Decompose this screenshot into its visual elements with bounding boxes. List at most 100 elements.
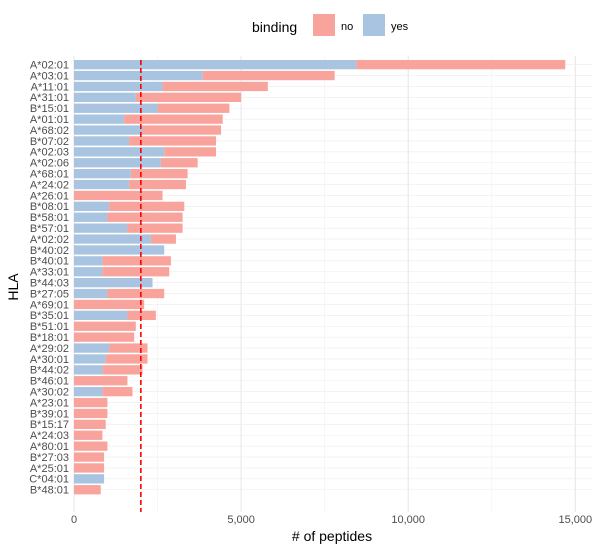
y-tick-label: A*26:01 <box>30 190 69 202</box>
y-tick-label: A*29:02 <box>30 343 69 355</box>
bar-no <box>105 354 148 364</box>
bar-no <box>102 387 133 397</box>
y-tick-label: A*24:02 <box>30 179 69 191</box>
bar-no <box>74 332 135 342</box>
y-tick-label: B*46:01 <box>30 376 69 388</box>
y-tick-label: B*39:01 <box>30 408 69 420</box>
y-tick-label: B*15:01 <box>30 103 69 115</box>
bar-no <box>74 441 108 451</box>
bar-no <box>102 256 171 266</box>
bar-no <box>74 321 136 331</box>
y-tick-label: A*33:01 <box>30 267 69 279</box>
y-tick-label: A*68:02 <box>30 125 69 137</box>
bar-no <box>127 223 183 233</box>
bar-yes <box>74 103 158 113</box>
bar-yes <box>74 278 153 288</box>
legend-title: binding <box>252 19 297 35</box>
y-tick-label: A*30:01 <box>30 354 69 366</box>
bar-no <box>74 299 145 310</box>
y-tick-label: A*11:01 <box>31 81 69 93</box>
bar-no <box>74 376 128 386</box>
bar-yes <box>74 245 165 255</box>
bar-no <box>129 136 217 146</box>
y-tick-label: A*31:01 <box>30 92 69 104</box>
y-tick-label: B*27:05 <box>30 288 69 300</box>
bar-no <box>129 179 186 190</box>
bar-no <box>160 158 198 168</box>
bar-no <box>162 81 268 92</box>
y-tick-label: A*02:01 <box>30 59 69 71</box>
legend-key-no <box>313 14 335 36</box>
y-tick-label: B*08:01 <box>30 201 69 213</box>
y-tick-label: B*44:02 <box>30 365 69 377</box>
bar-yes <box>74 70 203 81</box>
bar-yes <box>74 387 103 397</box>
x-axis-title: # of peptides <box>292 528 372 544</box>
y-tick-label: B*58:01 <box>30 212 69 224</box>
y-tick-label: B*57:01 <box>30 223 69 235</box>
legend: binding no yes <box>252 14 409 36</box>
y-tick-label: B*44:03 <box>30 277 69 289</box>
bar-yes <box>74 179 130 190</box>
y-tick-label: B*40:02 <box>30 245 69 257</box>
bar-yes <box>74 125 143 135</box>
bar-no <box>109 343 148 353</box>
y-tick-label: A*80:01 <box>30 441 69 453</box>
bar-no <box>356 60 566 70</box>
bar-yes <box>74 267 103 277</box>
bar-no <box>74 408 108 419</box>
bar-no <box>74 463 105 473</box>
y-tick-label: B*48:01 <box>30 485 69 497</box>
bar-yes <box>74 223 128 233</box>
bar-yes <box>74 114 125 124</box>
bar-yes <box>74 147 165 157</box>
y-tick-label: B*35:01 <box>30 310 69 322</box>
bar-no <box>157 103 230 113</box>
bar-yes <box>74 365 103 375</box>
bar-yes <box>74 212 108 222</box>
bar-no <box>142 125 222 135</box>
y-tick-label: A*02:06 <box>30 158 69 170</box>
bar-no <box>74 190 163 201</box>
y-tick-label: A*68:01 <box>30 168 69 180</box>
y-tick-label: B*15:17 <box>30 419 69 431</box>
bar-no <box>102 267 170 277</box>
bar-no <box>127 310 156 320</box>
y-tick-label: A*01:01 <box>30 114 69 126</box>
bar-no <box>130 169 188 179</box>
bar-yes <box>74 288 108 299</box>
bar-no <box>74 397 108 408</box>
bar-no <box>74 485 101 495</box>
y-tick-label: C*04:01 <box>29 474 69 486</box>
y-tick-label: A*02:02 <box>30 234 69 246</box>
bar-no <box>74 419 106 429</box>
bar-yes <box>74 158 161 168</box>
y-tick-label: A*30:02 <box>30 386 69 398</box>
bar-no <box>164 147 217 157</box>
bar-no <box>150 234 176 244</box>
x-tick-labels: 0 5,000 10,000 15,000 <box>71 514 592 526</box>
bar-no <box>74 430 103 440</box>
bar-yes <box>74 81 163 92</box>
x-tick-label: 5,000 <box>227 514 255 526</box>
y-axis-title: HLA <box>5 273 21 301</box>
y-tick-label: B*07:02 <box>30 136 69 148</box>
bar-no <box>107 288 165 299</box>
y-tick-label: B*27:03 <box>30 452 69 464</box>
bar-no <box>107 212 183 222</box>
y-tick-label: B*51:01 <box>30 321 69 333</box>
bar-yes <box>74 354 106 364</box>
bar-yes <box>74 310 128 320</box>
y-tick-label: A*03:01 <box>30 70 69 82</box>
bar-no <box>102 365 143 375</box>
bar-yes <box>74 92 136 102</box>
bar-no <box>74 452 105 462</box>
bar-no <box>135 92 242 102</box>
y-tick-labels: A*02:01A*03:01A*11:01A*31:01B*15:01A*01:… <box>29 59 69 496</box>
bar-yes <box>74 343 110 353</box>
bar-no <box>109 201 185 211</box>
x-tick-label: 0 <box>71 514 77 526</box>
y-tick-label: A*23:01 <box>30 397 69 409</box>
y-tick-label: B*18:01 <box>30 332 69 344</box>
